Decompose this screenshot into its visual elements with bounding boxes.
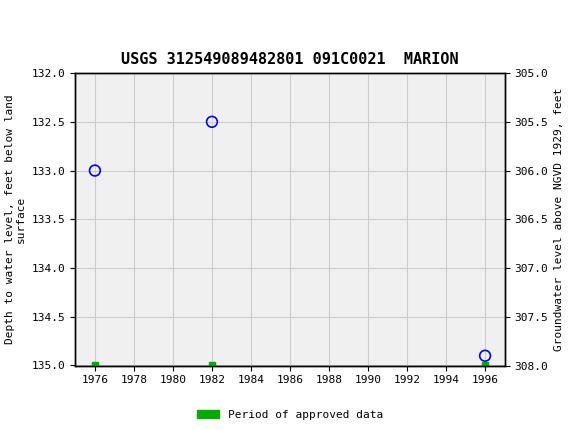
Y-axis label: Depth to water level, feet below land
surface: Depth to water level, feet below land su… (5, 95, 26, 344)
Point (90, 167, 100, 174)
Text: USGS 312549089482801 091C0021  MARION: USGS 312549089482801 091C0021 MARION (121, 52, 459, 67)
Legend: Period of approved data: Period of approved data (193, 405, 387, 424)
Point (207, 118, 216, 125)
Text: ▒USGS: ▒USGS (17, 15, 76, 37)
Point (480, 352, 490, 359)
Y-axis label: Groundwater level above NGVD 1929, feet: Groundwater level above NGVD 1929, feet (554, 88, 564, 351)
